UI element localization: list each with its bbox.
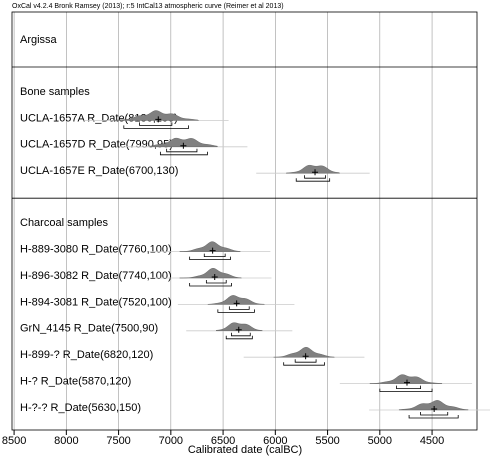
mean-marker — [180, 142, 187, 149]
mean-marker — [431, 406, 438, 412]
x-tick-label: 7500 — [106, 435, 130, 447]
range-68 — [228, 306, 250, 310]
range-95 — [408, 415, 459, 419]
range-68 — [304, 175, 326, 179]
sample-label: H-? R_Date(5870,120) — [20, 376, 131, 388]
range-68 — [166, 148, 198, 153]
distribution — [207, 295, 265, 305]
range-95 — [379, 388, 433, 392]
distribution — [150, 137, 218, 147]
x-tick-label: 6500 — [211, 435, 235, 447]
mean-marker — [155, 116, 162, 123]
range-68 — [231, 332, 251, 337]
range-68 — [396, 385, 421, 389]
distribution — [273, 347, 335, 358]
distribution — [179, 241, 241, 252]
x-axis-label: Calibrated date (calBC) — [188, 444, 302, 456]
mean-marker — [302, 353, 309, 360]
distribution — [286, 164, 341, 174]
distribution — [113, 110, 200, 121]
sample-label: H-889-3080 R_Date(7760,100) — [20, 244, 172, 256]
group-heading: Charcoal samples — [20, 217, 109, 229]
plot-frame — [11, 11, 478, 431]
sample-label: H-896-3082 R_Date(7740,100) — [20, 270, 172, 282]
range-68 — [294, 359, 317, 363]
range-95 — [159, 151, 208, 156]
range-68 — [205, 280, 227, 284]
mean-marker — [403, 379, 410, 386]
chart-title: Argissa — [20, 34, 58, 46]
range-95 — [189, 283, 232, 287]
sample-label: H-894-3081 R_Date(7520,100) — [20, 296, 172, 308]
x-tick-label: 5500 — [315, 435, 339, 447]
mean-marker — [312, 169, 319, 176]
distribution — [216, 322, 263, 331]
sample-label: H-?-? R_Date(5630,150) — [20, 402, 141, 414]
distribution — [179, 268, 242, 279]
x-tick-label: 8000 — [54, 435, 78, 447]
sample-label: UCLA-1657D R_Date(7990,95) — [20, 139, 173, 151]
range-95 — [123, 125, 189, 129]
sample-label: GrN_4145 R_Date(7500,90) — [20, 323, 158, 335]
range-95 — [217, 309, 255, 313]
x-tick-label: 8500 — [2, 435, 26, 447]
distribution — [369, 374, 443, 384]
x-tick-label: 6000 — [263, 435, 287, 447]
range-68 — [139, 122, 173, 126]
range-95 — [189, 256, 231, 260]
x-tick-label: 5000 — [368, 435, 392, 447]
x-tick-label: 4500 — [420, 435, 444, 447]
sample-label: H-899-? R_Date(6820,120) — [20, 349, 153, 361]
range-95 — [283, 362, 325, 366]
sample-label: UCLA-1657A R_Date(8130,100) — [20, 112, 178, 124]
range-68 — [420, 412, 449, 416]
mean-marker — [211, 274, 218, 280]
mean-marker — [233, 300, 240, 307]
range-68 — [203, 253, 226, 257]
distribution — [398, 400, 469, 411]
range-95 — [225, 335, 253, 340]
group-heading: Bone samples — [20, 86, 90, 98]
x-tick-label: 7000 — [159, 435, 183, 447]
range-95 — [295, 178, 331, 182]
mean-marker — [209, 247, 216, 254]
mean-marker — [235, 326, 242, 333]
chart-header: OxCal v4.2.4 Bronk Ramsey (2013); r:5 In… — [12, 3, 284, 10]
sample-label: UCLA-1657E R_Date(6700,130) — [20, 165, 178, 177]
